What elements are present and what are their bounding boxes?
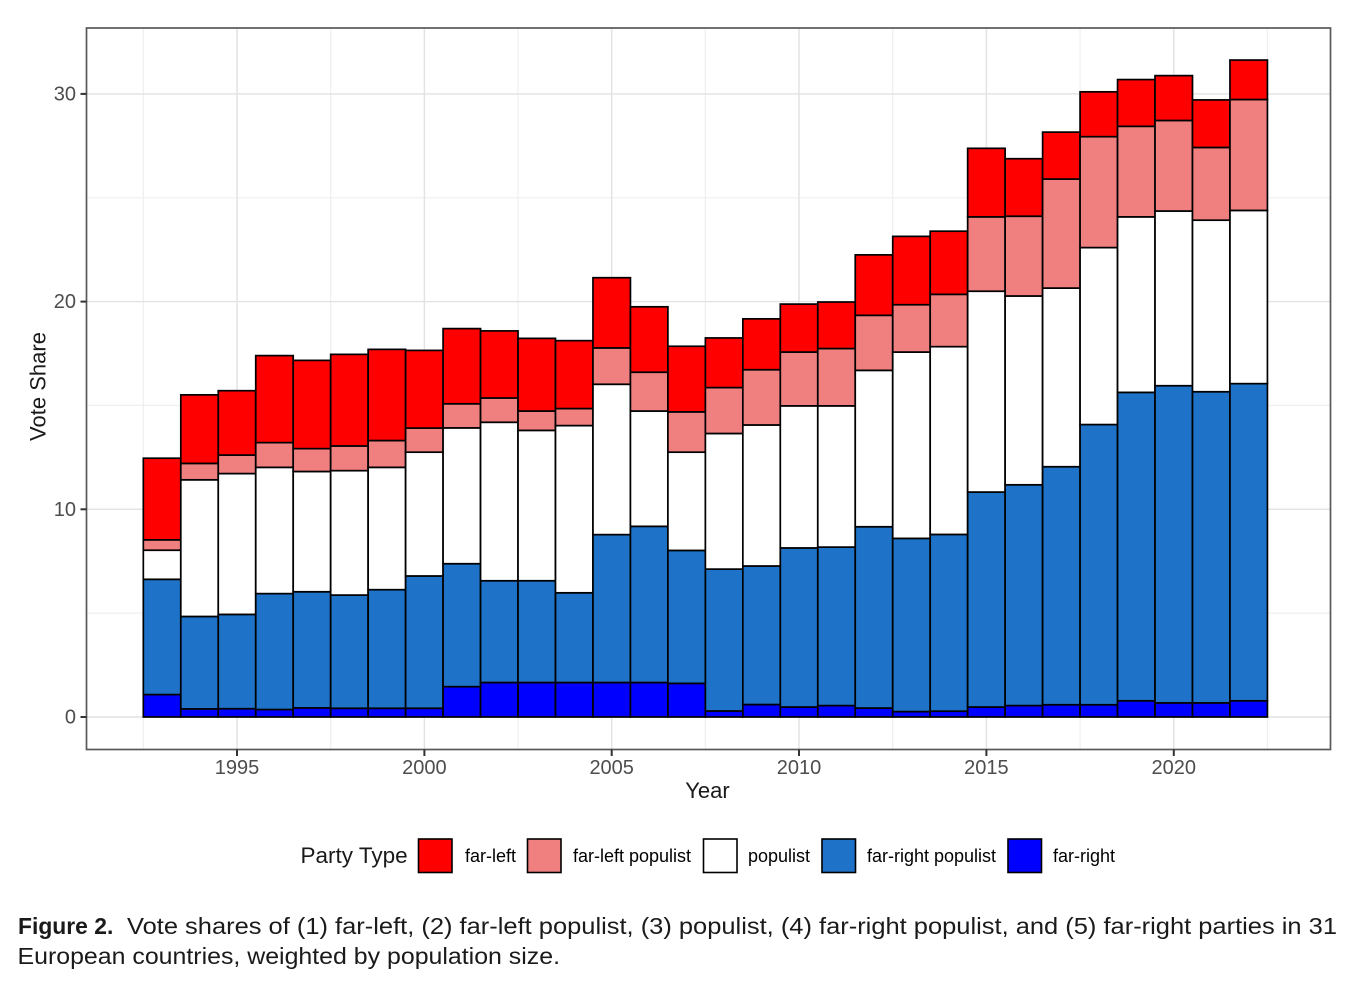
svg-text:far-left populist: far-left populist xyxy=(573,846,691,866)
svg-text:Year: Year xyxy=(685,778,729,803)
svg-text:far-right populist: far-right populist xyxy=(867,846,996,866)
svg-text:10: 10 xyxy=(54,499,76,521)
svg-text:populist: populist xyxy=(748,846,810,866)
svg-text:2000: 2000 xyxy=(402,757,447,779)
svg-text:Party Type: Party Type xyxy=(301,843,408,868)
svg-text:2005: 2005 xyxy=(589,757,634,779)
svg-text:European countries, weighted b: European countries, weighted by populati… xyxy=(18,943,561,969)
svg-text:Vote shares of (1) far-left, (: Vote shares of (1) far-left, (2) far-lef… xyxy=(127,913,1337,939)
svg-text:2020: 2020 xyxy=(1152,757,1197,779)
svg-text:20: 20 xyxy=(54,291,76,313)
svg-text:2010: 2010 xyxy=(777,757,822,779)
svg-text:2015: 2015 xyxy=(964,757,1009,779)
svg-text:1995: 1995 xyxy=(215,757,260,779)
svg-text:0: 0 xyxy=(65,707,76,729)
svg-text:far-left: far-left xyxy=(465,846,516,866)
svg-text:far-right: far-right xyxy=(1053,846,1115,866)
svg-text:Vote Share: Vote Share xyxy=(26,332,51,441)
svg-text:30: 30 xyxy=(54,83,76,105)
svg-text:Figure 2.: Figure 2. xyxy=(18,913,113,939)
